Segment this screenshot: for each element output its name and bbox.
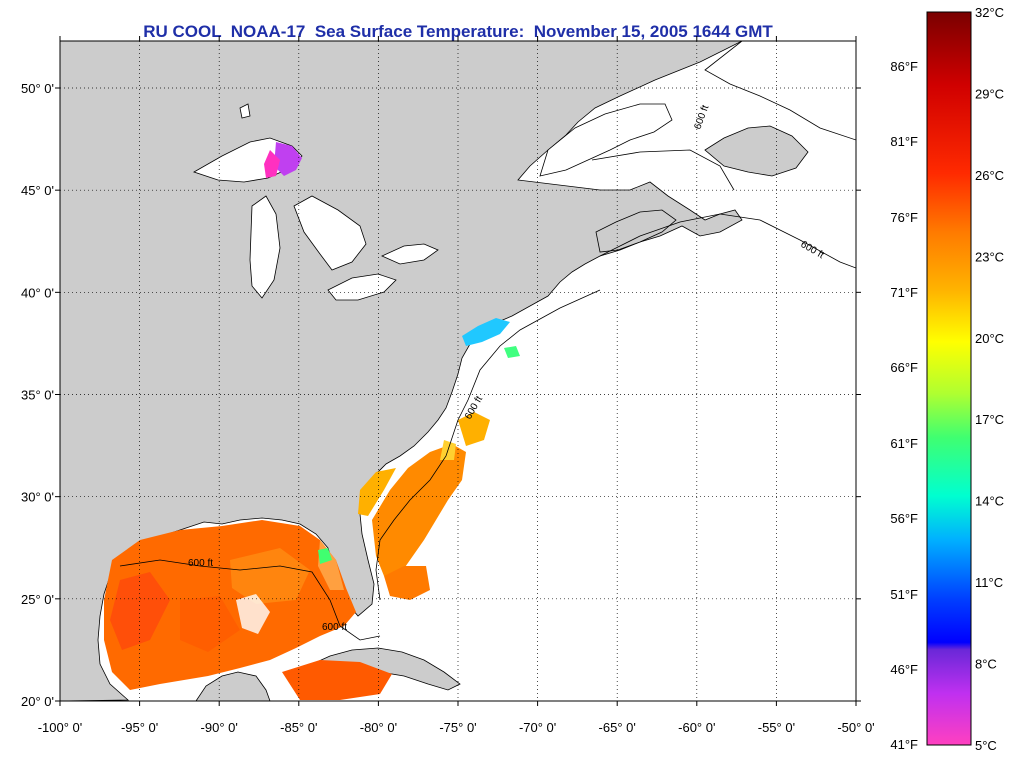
lon-tick-label: -80° 0' bbox=[360, 720, 397, 735]
sst-gulf-of-mexico bbox=[104, 520, 392, 700]
lat-tick-label: 45° 0' bbox=[21, 183, 54, 198]
colorbar-celsius-label: 14°C bbox=[975, 494, 1004, 509]
colorbar-fahrenheit-label: 66°F bbox=[890, 360, 918, 375]
lat-tick-label: 40° 0' bbox=[21, 285, 54, 300]
latitude-axis: 20° 0' 25° 0' 30° 0' 35° 0' 40° 0' 45° 0' 50° … bbox=[21, 81, 861, 709]
isobath-label-gulf: 600 ft bbox=[188, 558, 213, 569]
colorbar-celsius-labels: 32°C 29°C 26°C 23°C 20°C 17°C 14°C 11°C 8°C 5°C bbox=[975, 5, 1004, 753]
lon-tick-label: -100° 0' bbox=[38, 720, 83, 735]
lon-tick-label: -50° 0' bbox=[837, 720, 874, 735]
colorbar-fahrenheit-label: 76°F bbox=[890, 210, 918, 225]
lat-tick-label: 25° 0' bbox=[21, 592, 54, 607]
lat-tick-label: 35° 0' bbox=[21, 387, 54, 402]
colorbar-fahrenheit-label: 41°F bbox=[890, 737, 918, 752]
lon-tick-label: -65° 0' bbox=[599, 720, 636, 735]
colorbar-celsius-label: 11°C bbox=[975, 575, 1003, 590]
lat-lon-grid bbox=[60, 41, 856, 701]
land-mass bbox=[60, 41, 743, 701]
yucatan bbox=[195, 671, 271, 701]
lat-tick-label: 30° 0' bbox=[21, 490, 54, 505]
gulf-of-st-lawrence bbox=[539, 103, 673, 177]
colorbar-fahrenheit-label: 56°F bbox=[890, 511, 918, 526]
sst-atlantic-coast bbox=[358, 412, 490, 600]
newfoundland bbox=[704, 125, 809, 177]
isobath-label-florida: 600 ft bbox=[322, 622, 347, 633]
colorbar-celsius-label: 17°C bbox=[975, 412, 1004, 427]
colorbar-celsius-label: 32°C bbox=[975, 5, 1004, 20]
colorbar-fahrenheit-label: 46°F bbox=[890, 662, 918, 677]
lon-tick-label: -95° 0' bbox=[121, 720, 158, 735]
colorbar-fahrenheit-labels: 86°F 81°F 76°F 71°F 66°F 61°F 56°F 51°F 46°F 41°F bbox=[890, 59, 918, 752]
colorbar-fahrenheit-label: 86°F bbox=[890, 59, 918, 74]
lat-tick-label: 50° 0' bbox=[21, 81, 54, 96]
lon-tick-label: -90° 0' bbox=[201, 720, 238, 735]
colorbar-celsius-label: 23°C bbox=[975, 249, 1004, 264]
colorbar-fahrenheit-label: 71°F bbox=[890, 285, 918, 300]
lon-tick-label: -55° 0' bbox=[758, 720, 795, 735]
colorbar-celsius-label: 29°C bbox=[975, 86, 1004, 101]
lon-tick-label: -70° 0' bbox=[519, 720, 556, 735]
colorbar-celsius-label: 5°C bbox=[975, 738, 997, 753]
longitude-axis: -100° 0' -95° 0' -90° 0' -85° 0' -80° 0' -75°… bbox=[38, 36, 875, 735]
isobath-contours bbox=[119, 149, 856, 641]
colorbar-celsius-label: 26°C bbox=[975, 168, 1004, 183]
lon-tick-label: -60° 0' bbox=[678, 720, 715, 735]
lon-tick-label: -85° 0' bbox=[280, 720, 317, 735]
colorbar bbox=[926, 11, 972, 746]
colorbar-fahrenheit-label: 51°F bbox=[890, 587, 918, 602]
colorbar-fahrenheit-label: 61°F bbox=[890, 436, 918, 451]
lat-tick-label: 20° 0' bbox=[21, 694, 54, 709]
colorbar-celsius-label: 8°C bbox=[975, 657, 997, 672]
colorbar-celsius-label: 20°C bbox=[975, 331, 1004, 346]
colorbar-fahrenheit-label: 81°F bbox=[890, 134, 918, 149]
lon-tick-label: -75° 0' bbox=[439, 720, 476, 735]
map-title: RU COOL NOAA-17 Sea Surface Temperature:… bbox=[143, 22, 773, 41]
sst-cold-shelf bbox=[264, 142, 520, 564]
